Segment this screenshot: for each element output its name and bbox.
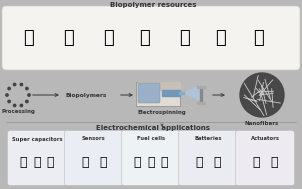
- FancyBboxPatch shape: [65, 130, 124, 185]
- Text: 🦿: 🦿: [270, 156, 278, 169]
- Text: Processing: Processing: [1, 109, 35, 114]
- Circle shape: [13, 104, 16, 107]
- FancyBboxPatch shape: [8, 130, 66, 185]
- Bar: [138, 82, 180, 90]
- Text: Nanofibers: Nanofibers: [245, 121, 279, 126]
- Text: 🦽: 🦽: [252, 156, 260, 169]
- Circle shape: [8, 100, 10, 103]
- Text: Biopolymer resources: Biopolymer resources: [110, 2, 196, 8]
- Text: Electrochemical applications: Electrochemical applications: [96, 125, 210, 131]
- Circle shape: [26, 100, 28, 103]
- Circle shape: [20, 104, 23, 107]
- Circle shape: [26, 87, 28, 90]
- FancyBboxPatch shape: [178, 130, 237, 185]
- Circle shape: [6, 94, 8, 96]
- Circle shape: [13, 83, 16, 86]
- Text: 🚌: 🚌: [134, 156, 141, 169]
- Text: 🐄: 🐄: [103, 29, 113, 47]
- Circle shape: [8, 87, 10, 90]
- Circle shape: [240, 73, 284, 117]
- Circle shape: [20, 83, 23, 86]
- Text: 🚀: 🚀: [147, 156, 155, 169]
- Bar: [197, 86, 205, 88]
- Text: Electrospinning: Electrospinning: [138, 110, 186, 115]
- Text: Fuel cells: Fuel cells: [137, 136, 165, 142]
- Circle shape: [28, 94, 30, 96]
- Text: Batteries: Batteries: [194, 136, 222, 142]
- Text: 🦴: 🦴: [23, 29, 34, 47]
- Text: 🌿: 🌿: [215, 29, 225, 47]
- Text: 🚗: 🚗: [33, 156, 41, 169]
- Bar: [162, 90, 180, 96]
- Bar: [179, 92, 184, 94]
- Text: 🌳: 🌳: [180, 29, 190, 47]
- Text: 🐷: 🐷: [63, 29, 73, 47]
- Text: ⛵: ⛵: [161, 156, 168, 169]
- Text: Sensors: Sensors: [82, 136, 106, 142]
- Text: 🖥: 🖥: [81, 156, 89, 169]
- Text: Biopolymers: Biopolymers: [65, 94, 106, 98]
- Bar: [197, 102, 205, 104]
- FancyBboxPatch shape: [2, 6, 300, 70]
- FancyBboxPatch shape: [236, 130, 294, 185]
- Text: 🏗: 🏗: [20, 156, 27, 169]
- FancyBboxPatch shape: [136, 82, 180, 106]
- Polygon shape: [184, 86, 200, 100]
- Text: 📺: 📺: [99, 156, 107, 169]
- Bar: [200, 88, 202, 102]
- Text: 🚗: 🚗: [213, 156, 221, 169]
- Text: Actuators: Actuators: [250, 136, 279, 142]
- Text: 🦐: 🦐: [253, 29, 263, 47]
- Text: 🪨: 🪨: [140, 29, 150, 47]
- Text: 🚌: 🚌: [47, 156, 54, 169]
- Text: Super capacitors: Super capacitors: [12, 136, 62, 142]
- FancyBboxPatch shape: [138, 83, 160, 103]
- Text: 💻: 💻: [195, 156, 203, 169]
- FancyBboxPatch shape: [121, 130, 181, 185]
